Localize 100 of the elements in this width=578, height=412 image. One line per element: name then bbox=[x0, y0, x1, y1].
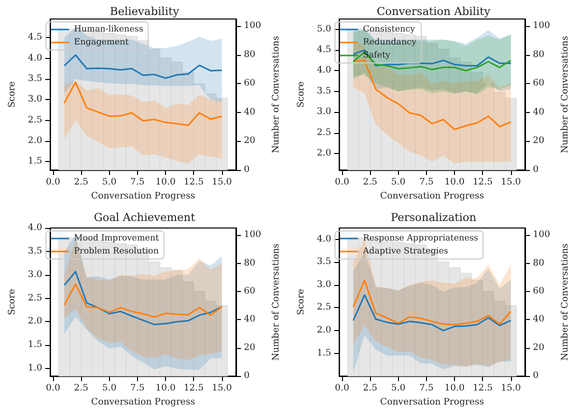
y-tick-label: 3.0 bbox=[316, 107, 332, 118]
x-axis-title: Conversation Progress bbox=[380, 398, 484, 408]
line-series bbox=[352, 60, 512, 130]
legend-label: Consistency bbox=[363, 24, 416, 34]
chart-title: Personalization bbox=[390, 211, 476, 224]
y2-tick-label: 100 bbox=[532, 230, 550, 240]
x-tick-label: 10.0 bbox=[444, 384, 465, 394]
x-tick-label: 5.0 bbox=[391, 384, 406, 394]
legend-label: Human-likeness bbox=[74, 24, 144, 34]
y-tick-label: 3.0 bbox=[28, 94, 42, 105]
x-tick-label: 15.0 bbox=[500, 384, 522, 394]
y2-tick-label: 20 bbox=[532, 342, 545, 353]
x-tick-label: 0.0 bbox=[46, 384, 60, 394]
y2-tick-label: 40 bbox=[532, 314, 545, 325]
y-tick-label: 3.5 bbox=[316, 86, 332, 96]
line-series bbox=[64, 82, 223, 126]
x-tick-label: 12.5 bbox=[184, 178, 204, 188]
y-tick-label: 4.5 bbox=[28, 32, 42, 43]
y2-tick-label: 80 bbox=[532, 258, 545, 268]
y-axis-title: Score bbox=[296, 288, 306, 316]
x-tick-label: 10.0 bbox=[156, 178, 176, 188]
x-tick-label: 2.5 bbox=[363, 178, 378, 188]
y2-tick-label: 0 bbox=[532, 371, 539, 382]
y-tick-label: 1.5 bbox=[28, 340, 42, 350]
line-series bbox=[64, 283, 223, 318]
y2-tick-label: 40 bbox=[244, 107, 256, 118]
line-series bbox=[64, 54, 223, 79]
y-tick-label: 2.0 bbox=[316, 148, 332, 158]
line-series bbox=[352, 280, 512, 326]
y2-axis-title: Number of Conversations bbox=[272, 36, 282, 154]
x-tick-label: 7.5 bbox=[130, 178, 145, 188]
y2-tick-label: 80 bbox=[244, 258, 256, 268]
x-axis-title: Conversation Progress bbox=[380, 191, 484, 202]
y-tick-label: 2.5 bbox=[28, 115, 42, 126]
y-tick-label: 3.5 bbox=[316, 257, 332, 268]
y2-tick-label: 100 bbox=[532, 21, 550, 32]
y-tick-label: 2.5 bbox=[28, 293, 42, 304]
y-axis-title: Score bbox=[296, 81, 306, 108]
y2-tick-label: 40 bbox=[244, 314, 256, 325]
y2-tick-label: 0 bbox=[244, 371, 250, 382]
y-tick-label: 2.5 bbox=[316, 302, 332, 313]
legend-label: Redundancy bbox=[363, 38, 417, 48]
y2-tick-label: 20 bbox=[532, 136, 545, 146]
chart-title: Goal Achievement bbox=[94, 211, 196, 224]
x-tick-label: 12.5 bbox=[184, 384, 204, 394]
y2-tick-label: 20 bbox=[244, 342, 256, 353]
y-tick-label: 4.5 bbox=[316, 45, 332, 56]
y2-tick-label: 40 bbox=[532, 107, 545, 118]
x-axis-title: Conversation Progress bbox=[91, 398, 196, 408]
x-tick-label: 2.5 bbox=[74, 384, 89, 394]
x-tick-label: 5.0 bbox=[391, 178, 406, 188]
x-tick-label: 15.0 bbox=[212, 178, 232, 188]
y2-axis-title: Number of Conversations bbox=[560, 36, 570, 154]
y2-tick-label: 20 bbox=[244, 136, 256, 146]
line-series bbox=[352, 294, 512, 332]
y-tick-label: 1.5 bbox=[316, 348, 332, 358]
x-tick-label: 0.0 bbox=[334, 178, 350, 188]
chart-title: Believability bbox=[110, 5, 180, 18]
x-tick-label: 0.0 bbox=[334, 384, 350, 394]
x-tick-label: 5.0 bbox=[102, 178, 117, 188]
y-tick-label: 5.0 bbox=[316, 24, 332, 34]
y2-axis-title: Number of Conversations bbox=[272, 243, 282, 361]
y2-tick-label: 60 bbox=[532, 78, 545, 89]
y-axis-title: Score bbox=[8, 288, 18, 316]
chart-title: Conversation Ability bbox=[376, 5, 492, 18]
y2-tick-label: 100 bbox=[244, 230, 262, 240]
legend-label: Engagement bbox=[74, 38, 130, 48]
line-series bbox=[64, 270, 223, 326]
y-tick-label: 4.0 bbox=[28, 53, 42, 64]
y2-tick-label: 80 bbox=[532, 50, 545, 60]
y-tick-label: 4.0 bbox=[28, 223, 42, 233]
y-tick-label: 3.0 bbox=[316, 280, 332, 290]
x-tick-label: 5.0 bbox=[102, 384, 117, 394]
x-tick-label: 7.5 bbox=[130, 384, 145, 394]
x-tick-label: 12.5 bbox=[472, 384, 494, 394]
x-tick-label: 2.5 bbox=[363, 384, 378, 394]
x-tick-label: 7.5 bbox=[419, 384, 434, 394]
y-tick-label: 3.5 bbox=[28, 74, 42, 84]
legend-label: Response Appropriateness bbox=[363, 234, 478, 244]
x-tick-label: 0.0 bbox=[46, 178, 60, 188]
x-tick-label: 10.0 bbox=[156, 384, 176, 394]
x-tick-label: 15.0 bbox=[500, 178, 522, 188]
x-tick-label: 7.5 bbox=[419, 178, 434, 188]
y-tick-label: 2.0 bbox=[28, 136, 42, 146]
y-tick-label: 1.0 bbox=[28, 364, 42, 374]
y2-tick-label: 60 bbox=[244, 286, 256, 296]
y2-tick-label: 100 bbox=[244, 21, 262, 32]
x-tick-label: 15.0 bbox=[212, 384, 232, 394]
y-axis-title: Score bbox=[8, 81, 18, 108]
x-tick-label: 12.5 bbox=[472, 178, 494, 188]
y2-tick-label: 80 bbox=[244, 50, 256, 60]
y-tick-label: 1.5 bbox=[28, 156, 42, 167]
y2-tick-label: 60 bbox=[244, 78, 256, 89]
x-tick-label: 2.5 bbox=[74, 178, 89, 188]
legend-label: Problem Resolution bbox=[74, 246, 160, 256]
y2-tick-label: 0 bbox=[532, 165, 539, 175]
legend-label: Adaptive Strategies bbox=[362, 246, 448, 256]
y-tick-label: 4.0 bbox=[316, 66, 332, 76]
y-tick-label: 2.5 bbox=[316, 128, 332, 138]
y2-tick-label: 60 bbox=[532, 286, 545, 296]
